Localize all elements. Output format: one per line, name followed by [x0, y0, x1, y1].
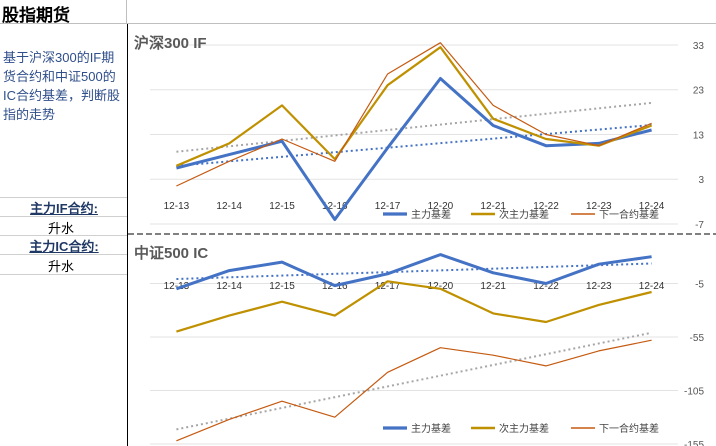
x-tick-label: 12-14 — [216, 281, 242, 292]
row-divider — [0, 235, 127, 236]
series-line-3 — [176, 339, 652, 442]
trendline-next — [176, 331, 652, 431]
row-divider — [0, 216, 127, 217]
y-tick-label: 33 — [693, 41, 705, 52]
y-tick-label: -5 — [695, 279, 704, 290]
legend-label: 主力基差 — [411, 208, 451, 221]
x-tick-label: 12-15 — [269, 201, 295, 212]
x-tick-label: 12-23 — [586, 201, 612, 212]
series-line-2 — [176, 280, 652, 333]
charts-area: 33 23 13 3 -7 沪深300 IF 12-13 12-14 12-15 12-16 12-… — [128, 34, 716, 446]
x-tick-label: 12-22 — [533, 281, 559, 292]
row-divider — [0, 197, 127, 198]
series-line-1 — [175, 253, 652, 291]
x-tick-label: 12-16 — [322, 201, 348, 212]
chart-title: 中证500 IC — [134, 244, 208, 262]
sidebar-description: 基于沪深300的IF期货合约和中证500的IC合约基差，判断股指的走势 — [3, 50, 121, 122]
y-tick-label: -155 — [684, 440, 704, 446]
x-tick-label: 12-24 — [639, 281, 665, 292]
x-tick-label: 12-13 — [164, 201, 190, 212]
if-contract-value: 升水 — [48, 221, 75, 236]
header-bar: 股指期货 — [0, 0, 716, 25]
chart-panel-2: -5 -55 -105 -155 中证500 IC 12-13 12-14 12-15 12-1… — [134, 244, 704, 446]
series-line-2 — [175, 46, 652, 167]
y-tick-label: -105 — [684, 386, 704, 397]
x-tick-label: 12-23 — [586, 281, 612, 292]
chart-title: 沪深300 IF — [134, 34, 207, 52]
x-tick-label: 12-17 — [375, 201, 401, 212]
x-tick-label: 12-22 — [533, 201, 559, 212]
ic-contract-label: 主力IC合约: — [29, 239, 99, 254]
chart-panel-1: 33 23 13 3 -7 沪深300 IF 12-13 12-14 12-15 12-16 12-… — [134, 34, 704, 231]
legend-label: 主力基差 — [411, 422, 451, 435]
y-tick-label: 13 — [693, 130, 705, 141]
legend-label: 次主力基差 — [499, 422, 549, 435]
series-line-3 — [176, 42, 652, 187]
x-tick-label: 12-24 — [639, 201, 665, 212]
if-contract-label: 主力IF合约: — [30, 201, 98, 216]
x-tick-label: 12-15 — [269, 281, 295, 292]
y-tick-label: -7 — [695, 220, 704, 231]
column-divider — [127, 24, 128, 446]
row-divider — [0, 254, 127, 255]
y-tick-label: -55 — [690, 333, 705, 344]
x-tick-label: 12-21 — [480, 201, 506, 212]
y-tick-label: 3 — [698, 175, 704, 186]
legend-label: 次主力基差 — [499, 208, 549, 221]
x-tick-label: 12-14 — [216, 201, 242, 212]
page-title: 股指期货 — [2, 6, 70, 25]
ic-contract-value: 升水 — [48, 259, 75, 274]
x-tick-label: 12-21 — [480, 281, 506, 292]
y-tick-label: 23 — [693, 86, 705, 97]
legend-label: 下一合约基差 — [599, 422, 659, 435]
x-tick-label: 12-13 — [164, 281, 190, 292]
header-separator — [126, 0, 127, 24]
trendline-main — [176, 262, 652, 281]
x-tick-label: 12-20 — [428, 281, 454, 292]
series-line-1 — [176, 77, 652, 221]
legend-label: 下一合约基差 — [599, 208, 659, 221]
x-tick-label: 12-20 — [428, 201, 454, 212]
x-tick-label: 12-17 — [375, 281, 401, 292]
row-divider — [0, 274, 127, 275]
